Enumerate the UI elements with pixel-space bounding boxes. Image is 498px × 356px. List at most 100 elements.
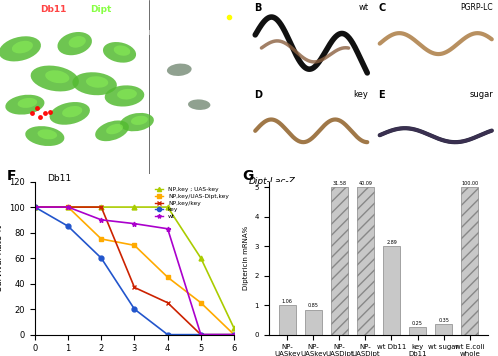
- Ellipse shape: [25, 126, 64, 146]
- NP,key ; UAS-key: [131, 205, 137, 209]
- Y-axis label: Survival Rate %: Survival Rate %: [0, 225, 4, 292]
- Bar: [461, 188, 478, 335]
- Ellipse shape: [45, 70, 69, 83]
- Ellipse shape: [5, 95, 44, 115]
- NP,key ; UAS-key: [98, 205, 104, 209]
- Text: Dipt-Lac-Z: Dipt-Lac-Z: [249, 177, 296, 186]
- wt: [65, 205, 71, 209]
- key: [65, 224, 71, 228]
- NP,key/UAS-Dipt,key: [165, 275, 171, 279]
- NP,key/key: [198, 333, 204, 337]
- Text: G: G: [243, 169, 254, 183]
- Ellipse shape: [86, 76, 108, 88]
- Text: A: A: [2, 156, 12, 169]
- NP,key/UAS-Dipt,key: [231, 333, 237, 337]
- key: [165, 333, 171, 337]
- Text: key: key: [354, 90, 369, 99]
- Ellipse shape: [120, 113, 154, 131]
- Line: NP,key ; UAS-key: NP,key ; UAS-key: [32, 205, 237, 331]
- Ellipse shape: [167, 64, 192, 76]
- Text: wt: wt: [359, 2, 369, 12]
- NP,key/UAS-Dipt,key: [198, 300, 204, 305]
- Text: 72h: 72h: [137, 5, 156, 14]
- Bar: [331, 188, 348, 335]
- Line: NP,key/key: NP,key/key: [32, 205, 237, 337]
- NP,key/key: [98, 205, 104, 209]
- wt: [231, 333, 237, 337]
- Ellipse shape: [105, 85, 144, 106]
- Text: 31.58: 31.58: [333, 181, 347, 186]
- Text: C: C: [378, 2, 386, 12]
- NP,key ; UAS-key: [65, 205, 71, 209]
- Text: sugar: sugar: [469, 90, 493, 99]
- NP,key/UAS-Dipt,key: [131, 243, 137, 247]
- Ellipse shape: [49, 102, 90, 125]
- Line: key: key: [32, 205, 237, 337]
- Ellipse shape: [103, 42, 136, 63]
- NP,key ; UAS-key: [32, 205, 38, 209]
- Ellipse shape: [62, 106, 82, 117]
- Text: E: E: [378, 90, 385, 100]
- NP,key/key: [131, 285, 137, 289]
- wt: [98, 218, 104, 222]
- Ellipse shape: [114, 46, 130, 56]
- Text: Db11: Db11: [40, 5, 66, 14]
- Bar: [357, 188, 374, 335]
- Legend: NP,key ; UAS-key, NP,key/UAS-Dipt,key, NP,key/key, key, wt: NP,key ; UAS-key, NP,key/UAS-Dipt,key, N…: [152, 184, 231, 221]
- Ellipse shape: [72, 72, 117, 95]
- Ellipse shape: [95, 120, 129, 141]
- Ellipse shape: [188, 99, 210, 110]
- Text: Dipt: Dipt: [90, 5, 111, 14]
- NP,key ; UAS-key: [231, 326, 237, 330]
- wt: [131, 221, 137, 226]
- Text: PGRP-LC: PGRP-LC: [460, 2, 493, 12]
- Line: wt: wt: [32, 205, 237, 337]
- Text: 1.06: 1.06: [282, 299, 293, 304]
- Text: Db11: Db11: [47, 174, 71, 183]
- NP,key/UAS-Dipt,key: [65, 205, 71, 209]
- Ellipse shape: [0, 36, 41, 62]
- Ellipse shape: [17, 98, 37, 108]
- Bar: [279, 305, 296, 335]
- Text: 2.89: 2.89: [386, 240, 397, 245]
- Text: 0.35: 0.35: [438, 318, 449, 323]
- NP,key/key: [165, 300, 171, 305]
- key: [131, 307, 137, 311]
- Text: 0.25: 0.25: [412, 321, 423, 326]
- NP,key/key: [65, 205, 71, 209]
- Text: (control): (control): [137, 28, 170, 37]
- Text: B: B: [254, 2, 261, 12]
- key: [32, 205, 38, 209]
- NP,key/key: [32, 205, 38, 209]
- Ellipse shape: [37, 129, 57, 139]
- Text: F: F: [7, 169, 16, 183]
- NP,key/UAS-Dipt,key: [32, 205, 38, 209]
- Ellipse shape: [401, 107, 433, 137]
- Text: 40.09: 40.09: [359, 181, 373, 186]
- Ellipse shape: [69, 36, 86, 48]
- wt: [165, 227, 171, 231]
- Ellipse shape: [57, 32, 92, 55]
- NP,key ; UAS-key: [165, 205, 171, 209]
- key: [98, 256, 104, 260]
- Text: 100.00: 100.00: [461, 181, 478, 186]
- Ellipse shape: [12, 41, 33, 53]
- NP,key/key: [231, 333, 237, 337]
- wt: [198, 333, 204, 337]
- Text: D: D: [254, 90, 262, 100]
- Ellipse shape: [106, 124, 123, 134]
- Text: 72h: 72h: [2, 5, 21, 14]
- Text: 0.85: 0.85: [308, 303, 319, 308]
- key: [198, 333, 204, 337]
- Ellipse shape: [117, 89, 137, 99]
- Bar: [383, 246, 400, 335]
- Line: NP,key/UAS-Dipt,key: NP,key/UAS-Dipt,key: [32, 205, 237, 337]
- Ellipse shape: [131, 116, 148, 125]
- Ellipse shape: [31, 66, 79, 91]
- NP,key/UAS-Dipt,key: [98, 237, 104, 241]
- Y-axis label: Diptericin mRNA%: Diptericin mRNA%: [243, 226, 249, 290]
- wt: [32, 205, 38, 209]
- Bar: [409, 327, 426, 335]
- Bar: [305, 310, 322, 335]
- Bar: [435, 324, 452, 335]
